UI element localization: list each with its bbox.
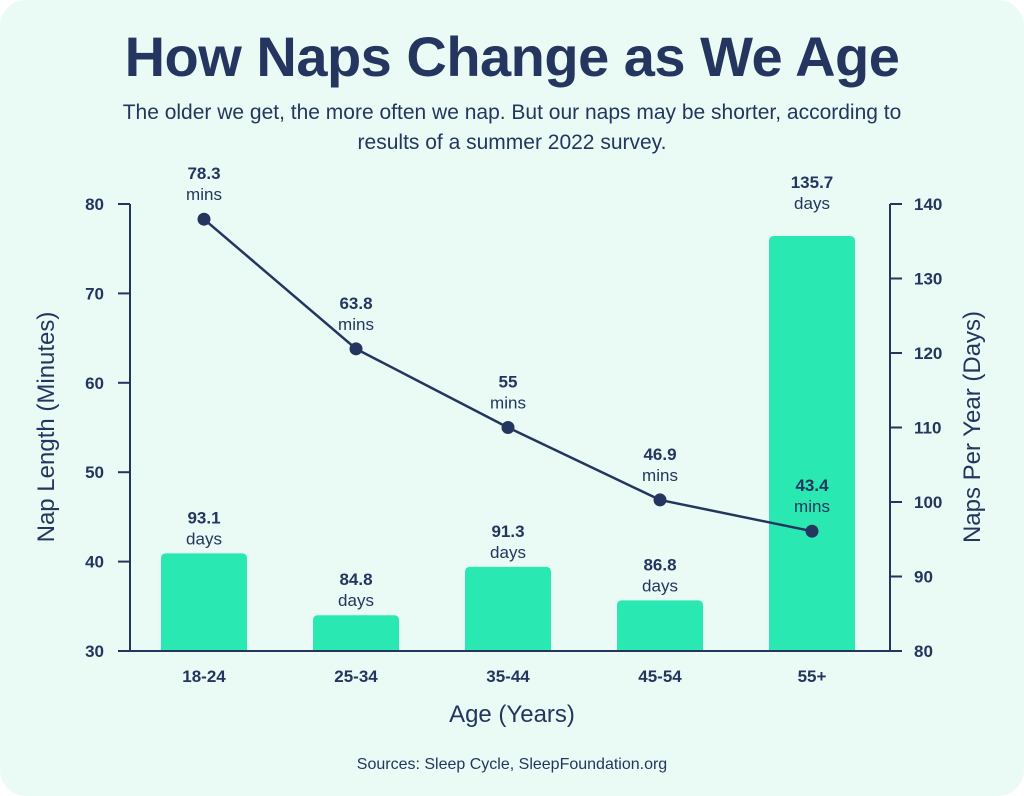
bar-value-label: 84.8: [339, 570, 372, 589]
line-value-label: 63.8: [339, 294, 372, 313]
bar-value-label: 91.3: [491, 522, 524, 541]
line-point-35-44: [501, 421, 515, 434]
line-series: [197, 212, 819, 538]
bar-value-label: 86.8: [643, 555, 676, 574]
bar-unit-label: days: [186, 529, 222, 548]
source-note: Sources: Sleep Cycle, SleepFoundation.or…: [356, 756, 668, 773]
axes: 30 40 50 60 70 80 80 90 100 110 120 130 140 18-24 25-3…: [85, 195, 942, 686]
right-tick-label: 120: [914, 344, 942, 363]
line-value-label: 43.4: [795, 476, 829, 495]
bar-45-54: [617, 600, 703, 651]
bar-unit-label: days: [642, 576, 678, 595]
line-point-18-24: [197, 212, 211, 226]
bar-value-label: 135.7: [791, 173, 834, 192]
right-tick-label: 80: [914, 642, 933, 661]
left-tick-label: 40: [85, 553, 104, 572]
bar-unit-label: days: [490, 543, 526, 562]
right-tick-label: 100: [914, 493, 942, 512]
line-value-label: 78.3: [187, 164, 220, 183]
right-tick-label: 130: [914, 270, 942, 289]
left-axis-title: Nap Length (Minutes): [33, 312, 60, 543]
line-unit-label: mins: [338, 315, 374, 334]
bar-unit-label: days: [338, 591, 374, 610]
left-tick-label: 50: [85, 463, 104, 482]
x-tick-label-35-44: 35-44: [486, 667, 530, 686]
line-point-45-54: [653, 493, 667, 507]
bar-25-34: [313, 615, 399, 651]
left-tick-label: 30: [85, 642, 104, 661]
x-tick-label-45-54: 45-54: [638, 667, 682, 686]
chart-title: How Naps Change as We Age: [124, 25, 900, 88]
bar-55+: [769, 236, 855, 651]
line-unit-label: mins: [794, 497, 830, 516]
line-unit-label: mins: [186, 185, 222, 204]
bar-value-label: 93.1: [187, 508, 220, 527]
line-unit-label: mins: [642, 466, 678, 485]
x-axis-title: Age (Years): [449, 701, 575, 728]
line-unit-label: mins: [490, 394, 526, 413]
line-point-55+: [805, 524, 819, 538]
data-labels: 93.1 days 84.8 days 91.3 days 86.8 days 135.7 day…: [186, 164, 833, 610]
x-tick-label-55+: 55+: [798, 667, 827, 686]
bar-18-24: [161, 553, 247, 651]
right-tick-label: 90: [914, 568, 933, 587]
bar-35-44: [465, 566, 551, 651]
right-tick-label: 140: [914, 195, 942, 214]
bar-series: [161, 236, 855, 651]
left-tick-label: 70: [85, 284, 104, 303]
x-tick-label-25-34: 25-34: [334, 667, 378, 686]
chart-subtitle: The older we get, the more often we nap.…: [122, 101, 902, 154]
left-tick-label: 80: [85, 195, 104, 214]
line-value-label: 46.9: [643, 445, 676, 464]
bar-unit-label: days: [794, 194, 830, 213]
right-axis-title: Naps Per Year (Days): [959, 311, 986, 543]
line-point-25-34: [349, 342, 363, 356]
x-tick-label-18-24: 18-24: [182, 667, 226, 686]
right-tick-label: 110: [914, 419, 941, 438]
line-value-label: 55: [499, 373, 518, 392]
left-tick-label: 60: [85, 374, 104, 393]
